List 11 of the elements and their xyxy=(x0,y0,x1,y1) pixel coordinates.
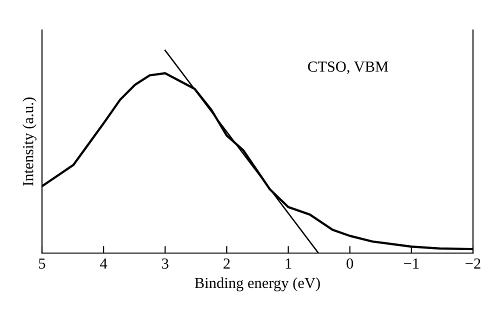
x-tick-label: 1 xyxy=(286,258,292,269)
x-tick-label: 2 xyxy=(224,258,230,269)
x-tick-label: −1 xyxy=(404,258,419,269)
x-tick-label: −2 xyxy=(466,258,480,269)
y-axis-title: Intensity (a.u.) xyxy=(22,98,36,186)
x-tick-label: 3 xyxy=(162,258,168,269)
annotation: CTSO, VBM xyxy=(308,62,388,74)
x-tick-label: 0 xyxy=(346,258,354,269)
x-axis-title: Binding energy (eV) xyxy=(194,277,320,292)
x-tick-label: 5 xyxy=(39,258,46,269)
x-tick-label: 4 xyxy=(100,258,108,269)
